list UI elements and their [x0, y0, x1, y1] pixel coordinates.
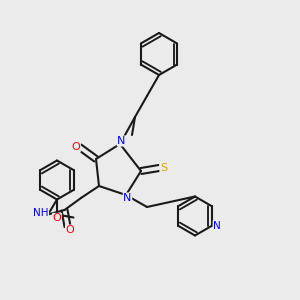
Text: S: S: [160, 163, 167, 173]
Text: N: N: [117, 136, 126, 146]
Text: N: N: [123, 193, 132, 203]
Text: O: O: [52, 213, 62, 224]
Text: O: O: [71, 142, 80, 152]
Text: NH: NH: [33, 208, 49, 218]
Text: O: O: [65, 225, 74, 235]
Text: N: N: [213, 221, 221, 231]
